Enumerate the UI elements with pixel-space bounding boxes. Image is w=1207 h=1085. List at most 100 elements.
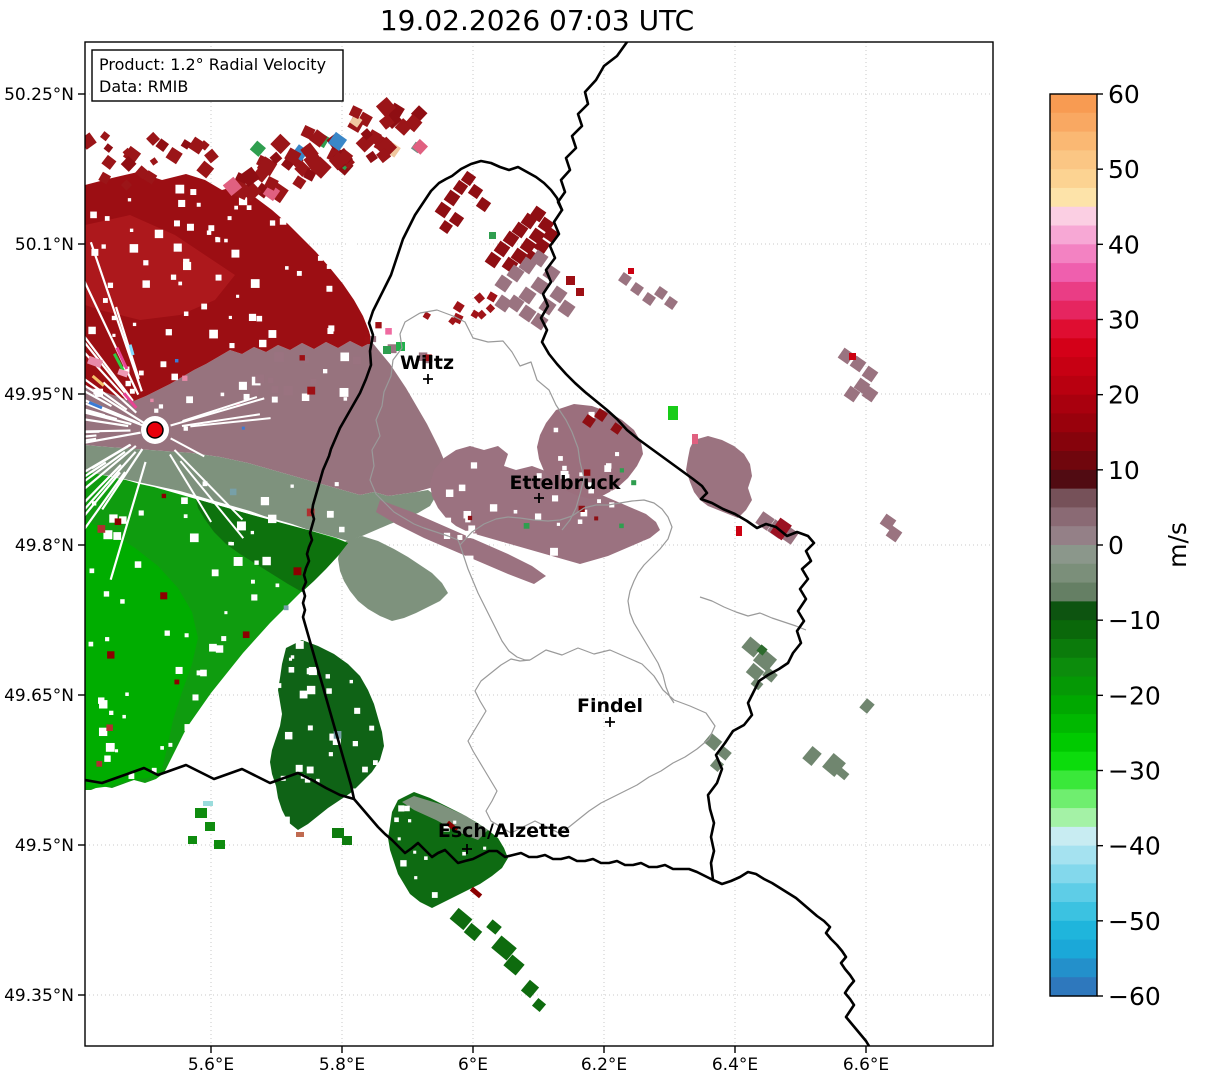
colorbar-segment: [1050, 226, 1097, 245]
velocity-pixel: [270, 134, 290, 154]
velocity-pixel: [160, 746, 164, 750]
velocity-pixel: [155, 230, 163, 238]
velocity-patch: [802, 746, 821, 766]
velocity-patch: [188, 836, 197, 844]
velocity-pixel: [160, 592, 167, 599]
velocity-pixel: [268, 377, 273, 382]
velocity-pixel: [247, 205, 252, 210]
colorbar-tick-label: −10: [1108, 606, 1161, 635]
colorbar-segment: [1050, 714, 1097, 733]
velocity-patch: [476, 197, 491, 212]
velocity-pixel: [192, 694, 198, 700]
velocity-pixel: [221, 636, 226, 641]
velocity-pixel: [373, 760, 378, 765]
velocity-pixel: [102, 244, 106, 248]
velocity-pixel: [105, 216, 110, 221]
y-tick-label: 49.35°N: [4, 986, 74, 1006]
colorbar-segment: [1050, 752, 1097, 771]
velocity-pixel: [184, 426, 188, 430]
velocity-pixel: [115, 749, 118, 752]
velocity-pixel: [453, 301, 465, 313]
velocity-pixel: [242, 427, 245, 430]
velocity-pixel: [524, 523, 530, 529]
colorbar-segment: [1050, 601, 1097, 620]
velocity-patch: [203, 801, 213, 806]
colorbar-segment: [1050, 902, 1097, 921]
velocity-pixel: [90, 568, 95, 573]
velocity-pixel: [552, 495, 558, 501]
y-tick-label: 49.95°N: [4, 385, 74, 405]
velocity-pixel: [190, 189, 196, 195]
velocity-pixel: [108, 283, 113, 288]
velocity-pixel: [285, 266, 289, 270]
velocity-pixel: [99, 728, 107, 736]
velocity-pixel: [216, 275, 222, 281]
radial-streak: [0, 435, 96, 453]
velocity-pixel: [550, 548, 558, 556]
velocity-pixel: [104, 755, 110, 761]
velocity-pixel: [308, 725, 313, 730]
velocity-pixel: [174, 680, 179, 685]
velocity-pixel: [631, 480, 636, 485]
velocity-pixel: [113, 532, 121, 540]
colorbar-segment: [1050, 883, 1097, 902]
velocity-pixel: [280, 218, 287, 225]
velocity-pixel: [168, 743, 172, 747]
velocity-pixel: [311, 379, 317, 385]
velocity-pixel: [213, 698, 219, 704]
velocity-pixel: [398, 805, 404, 811]
radial-streak: [74, 373, 85, 381]
radial-streak: [57, 453, 81, 461]
velocity-pixel: [400, 860, 406, 866]
velocity-pixel: [175, 359, 178, 362]
colorbar-unit-label: m/s: [1163, 522, 1192, 568]
velocity-pixel: [285, 732, 292, 739]
velocity-pixel: [370, 665, 378, 673]
colorbar-segment: [1050, 357, 1097, 376]
velocity-pixel: [612, 410, 615, 413]
velocity-pixel: [115, 518, 122, 525]
velocity-patch: [486, 919, 502, 934]
x-tick-label: 5.8°E: [319, 1055, 365, 1075]
velocity-pixel: [133, 323, 136, 326]
velocity-pixel: [562, 466, 567, 471]
colorbar-segment: [1050, 451, 1097, 470]
colorbar-segment: [1050, 583, 1097, 602]
x-tick-label: 6.2°E: [581, 1055, 627, 1075]
colorbar-segment: [1050, 864, 1097, 883]
info-data-line: Data: RMIB: [99, 77, 188, 96]
velocity-pixel: [128, 198, 131, 201]
velocity-pixel: [302, 394, 309, 401]
velocity-pixel: [398, 837, 401, 840]
velocity-pixel: [154, 409, 158, 413]
velocity-pixel: [176, 667, 183, 674]
info-product-line: Product: 1.2° Radial Velocity: [99, 55, 326, 74]
colorbar-segment: [1050, 132, 1097, 151]
colorbar-segment: [1050, 338, 1097, 357]
velocity-pixel: [234, 206, 238, 210]
velocity-pixel: [184, 312, 188, 316]
velocity-pixel: [554, 428, 559, 433]
colorbar-segment: [1050, 695, 1097, 714]
velocity-pixel: [262, 557, 270, 565]
colorbar-segment: [1050, 432, 1097, 451]
admin-border: [468, 648, 715, 833]
velocity-pixel: [283, 386, 292, 395]
velocity-patch: [630, 282, 644, 296]
velocity-patch: [494, 294, 512, 312]
colorbar-segment: [1050, 113, 1097, 132]
colorbar-segment: [1050, 150, 1097, 169]
velocity-pixel: [261, 708, 265, 712]
velocity-pixel: [187, 224, 194, 231]
colorbar-segment: [1050, 169, 1097, 188]
velocity-pixel: [178, 200, 185, 207]
velocity-pixel: [186, 396, 193, 403]
velocity-patch: [435, 202, 452, 219]
colorbar-segment: [1050, 789, 1097, 808]
y-tick-label: 49.8°N: [15, 536, 74, 556]
velocity-pixel: [408, 819, 411, 822]
velocity-pixel: [90, 212, 97, 219]
radial-streak: [74, 430, 131, 431]
radar-site-marker: [147, 422, 163, 438]
